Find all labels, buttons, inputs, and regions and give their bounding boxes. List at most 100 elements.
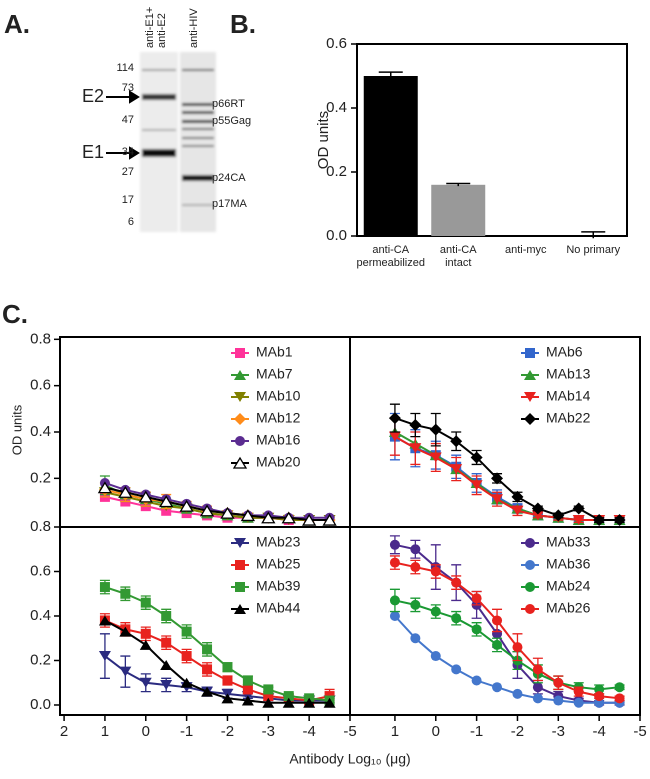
data-point bbox=[409, 419, 422, 432]
y-tick-label: 0.4 bbox=[30, 423, 51, 440]
data-point bbox=[410, 633, 421, 644]
legend-label: MAb25 bbox=[256, 556, 301, 572]
data-point bbox=[532, 664, 543, 675]
data-point bbox=[118, 485, 133, 498]
y-axis-label: OD units bbox=[9, 404, 24, 455]
fit-line bbox=[394, 615, 620, 704]
data-point bbox=[389, 610, 400, 621]
legend-label: MAb44 bbox=[256, 600, 301, 616]
data-point bbox=[430, 566, 441, 577]
data-point bbox=[410, 599, 421, 610]
data-point bbox=[470, 480, 483, 491]
data-point bbox=[409, 443, 422, 454]
data-point bbox=[302, 513, 317, 526]
legend-marker bbox=[524, 370, 536, 380]
data-point bbox=[179, 499, 194, 512]
y-tick-label: 0.2 bbox=[30, 651, 51, 668]
x-tick-label: 0 bbox=[142, 723, 150, 740]
data-point bbox=[553, 695, 564, 706]
data-point bbox=[614, 682, 625, 693]
marker-label: 6 bbox=[128, 216, 134, 228]
x-tick-label: -3 bbox=[552, 723, 565, 740]
fit-line bbox=[104, 619, 330, 702]
data-point bbox=[221, 693, 234, 704]
data-point bbox=[491, 494, 504, 505]
data-point bbox=[451, 577, 462, 588]
data-point bbox=[572, 502, 585, 515]
x-tick-label: -1 bbox=[180, 723, 193, 740]
data-point bbox=[282, 697, 295, 708]
data-point bbox=[322, 513, 337, 526]
data-point bbox=[161, 637, 172, 648]
data-point bbox=[119, 626, 132, 637]
legend-label: MAb23 bbox=[256, 534, 301, 550]
data-point bbox=[98, 651, 111, 662]
data-point bbox=[222, 662, 233, 673]
blot bbox=[140, 52, 216, 232]
y-tick-label: 0.4 bbox=[326, 99, 347, 116]
x-tick-label: -5 bbox=[633, 723, 646, 740]
data-point bbox=[572, 515, 585, 526]
legend-marker bbox=[234, 392, 246, 402]
fit-line bbox=[104, 655, 330, 702]
legend-label: MAb10 bbox=[256, 388, 301, 404]
legend-label: MAb16 bbox=[256, 432, 301, 448]
legend-label: MAb14 bbox=[546, 388, 591, 404]
marker-label: 114 bbox=[116, 62, 134, 74]
legend-marker bbox=[235, 560, 245, 570]
arrow-label: E2 bbox=[82, 86, 104, 106]
data-point bbox=[388, 431, 401, 442]
data-point bbox=[492, 615, 503, 626]
legend-marker bbox=[234, 538, 246, 548]
data-point bbox=[222, 675, 233, 686]
x-tick-label: -3 bbox=[262, 723, 275, 740]
legend-marker bbox=[235, 436, 245, 446]
data-point bbox=[281, 511, 296, 524]
legend-label: MAb36 bbox=[546, 556, 591, 572]
data-point bbox=[389, 539, 400, 550]
data-point bbox=[552, 509, 565, 522]
lane-label: anti-HIV bbox=[188, 8, 200, 48]
x-tick-label: -4 bbox=[302, 723, 315, 740]
y-tick-label: 0.6 bbox=[326, 35, 347, 52]
fit-line bbox=[394, 431, 620, 522]
legend-label: MAb26 bbox=[546, 600, 591, 616]
legend-marker bbox=[234, 413, 246, 425]
legend-marker bbox=[525, 560, 535, 570]
legend-marker bbox=[524, 413, 536, 425]
legend-marker bbox=[235, 348, 245, 358]
data-point bbox=[594, 691, 605, 702]
data-point bbox=[201, 686, 214, 697]
data-point bbox=[180, 677, 193, 688]
plot-frame bbox=[349, 526, 641, 716]
band-label: p24CA bbox=[212, 172, 246, 184]
legend-label: MAb33 bbox=[546, 534, 591, 550]
y-tick-label: 0.0 bbox=[326, 227, 347, 244]
data-point bbox=[511, 490, 524, 503]
data-point bbox=[512, 688, 523, 699]
data-point bbox=[531, 502, 544, 515]
data-point bbox=[389, 595, 400, 606]
data-point bbox=[161, 610, 172, 621]
y-tick-label: 0.0 bbox=[30, 696, 51, 713]
data-point bbox=[181, 651, 192, 662]
x-tick-label: permeabilized bbox=[357, 257, 425, 269]
marker-label: 73 bbox=[122, 82, 134, 94]
error-bar bbox=[581, 231, 606, 239]
data-point bbox=[614, 693, 625, 704]
lane-label: anti-E1+ bbox=[144, 7, 156, 48]
data-point bbox=[160, 679, 173, 690]
data-point bbox=[323, 697, 336, 708]
data-point bbox=[573, 697, 584, 708]
marker-label: 34 bbox=[122, 146, 134, 158]
bar bbox=[431, 184, 486, 236]
data-point bbox=[532, 682, 543, 693]
lane-label: anti-E2 bbox=[156, 13, 168, 48]
data-point bbox=[120, 588, 131, 599]
data-point bbox=[613, 514, 626, 527]
bar bbox=[363, 76, 418, 236]
legend-label: MAb13 bbox=[546, 366, 591, 382]
data-point bbox=[262, 697, 275, 708]
marker-label: 27 bbox=[122, 166, 134, 178]
x-tick-label: anti-CA bbox=[440, 244, 477, 256]
